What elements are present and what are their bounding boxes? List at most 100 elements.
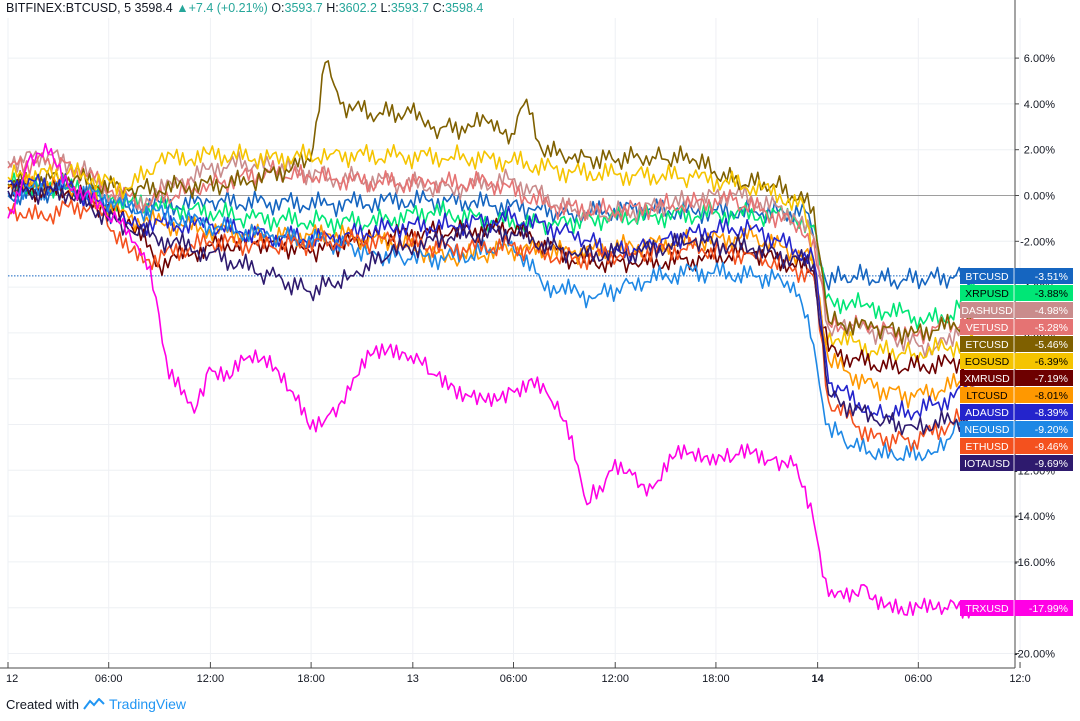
series-value-box (1014, 285, 1073, 301)
series-label-ethusd[interactable]: ETHUSD -9.46% (960, 438, 1073, 454)
series-name-box (960, 438, 1014, 454)
series-value-box (1014, 455, 1073, 471)
series-name-text: DASHUSD (961, 305, 1013, 317)
series-value-box (1014, 353, 1073, 369)
high-value: 3602.2 (338, 1, 377, 15)
series-name-box (960, 421, 1014, 437)
series-name-text: ADAUSD (965, 407, 1009, 419)
y-tick-label-3: 0.00% (1024, 191, 1055, 203)
series-label-vetusd[interactable]: VETUSD -5.28% (960, 319, 1073, 335)
series-label-dashusd[interactable]: DASHUSD -4.98% (960, 302, 1073, 318)
x-tick-label-1: 06:00 (95, 673, 123, 685)
series-line-etcusd (7, 60, 976, 345)
series-value-box (1014, 387, 1073, 403)
series-value-box (1014, 319, 1073, 335)
series-value-box (1014, 336, 1073, 352)
series-line-neousd (7, 173, 976, 462)
x-tick-label-0: 12 (6, 673, 18, 685)
series-value-text: -9.69% (1035, 458, 1068, 470)
low-label: L: (380, 1, 391, 15)
series-line-iotausd (7, 178, 976, 436)
series-label-eosusd[interactable]: EOSUSD -6.39% (960, 353, 1073, 369)
open-value: 3593.7 (284, 1, 323, 15)
created-with-text: Created with (6, 696, 79, 712)
low-value: 3593.7 (390, 1, 430, 15)
series-label-btcusd[interactable]: BTCUSD -3.51% (960, 268, 1073, 284)
series-value-text: -8.39% (1035, 407, 1068, 419)
x-tick-label-8: 14 (812, 673, 825, 685)
series-label-xrpusd[interactable]: XRPUSD -3.88% (960, 285, 1073, 301)
y-tick-label-13: -20.00% (1014, 649, 1055, 661)
close-value: 3598.4 (445, 1, 484, 15)
series-name-text: ETCUSD (965, 339, 1009, 351)
series-name-text: XRPUSD (965, 288, 1009, 300)
series-label-xmrusd[interactable]: XMRUSD -7.19% (960, 370, 1073, 386)
series-name-box (960, 387, 1014, 403)
x-tick-label-5: 06:00 (500, 673, 528, 685)
footer: Created with TradingView (6, 696, 186, 712)
vertical-grid (7, 18, 1021, 660)
y-tick-label-11: -16.00% (1014, 557, 1055, 569)
series-name-text: BTCUSD (965, 271, 1009, 283)
horizontal-grid (8, 57, 1015, 654)
series-value-box (1014, 421, 1073, 437)
series-value-box (1014, 370, 1073, 386)
series-name-text: VETUSD (966, 322, 1009, 334)
tradingview-link[interactable]: TradingView (108, 696, 187, 712)
series-label-neousd[interactable]: NEOUSD -9.20% (960, 421, 1073, 437)
symbol-label[interactable]: BITFINEX:BTCUSD, 5 (6, 1, 132, 15)
tradingview-logo-icon (83, 698, 105, 710)
series-labels: BTCUSD -3.51% XRPUSD -3.88% DASHUSD -4.98% VET… (960, 268, 1073, 616)
y-tick-label-10: -14.00% (1014, 511, 1055, 523)
y-tick-label-4: -2.00% (1020, 236, 1055, 248)
series-name-box (960, 319, 1014, 335)
series-value-box (1014, 438, 1073, 454)
series-name-box (960, 600, 1014, 616)
series-name-text: LTCUSD (966, 390, 1008, 402)
series-line-ethusd (7, 198, 976, 452)
x-tick-label-4: 13 (407, 673, 419, 685)
series-value-text: -9.20% (1035, 424, 1068, 436)
series-name-box (960, 268, 1014, 284)
close-label: C: (432, 1, 446, 15)
series-value-text: -8.01% (1035, 390, 1068, 402)
series-name-box (960, 370, 1014, 386)
series-name-box (960, 302, 1014, 318)
x-axis[interactable]: 12 06:00 12:00 18:00 13 06:00 12:00 18:00 14 06:0… (0, 662, 1031, 685)
series-line-adausd (7, 173, 975, 421)
price-change: +7.4 (+0.21%) (188, 1, 268, 15)
price-chart[interactable]: 6.00%4.00%2.00%0.00%-2.00%-4.00%-6.00%-8… (0, 0, 1080, 692)
x-tick-label-2: 12:00 (197, 673, 225, 685)
series-line-dashusd (7, 149, 976, 358)
series-value-text: -17.99% (1029, 603, 1068, 615)
series-name-text: XMRUSD (964, 373, 1010, 385)
series-label-etcusd[interactable]: ETCUSD -5.46% (960, 336, 1073, 352)
x-tick-label-9: 06:00 (905, 673, 933, 685)
series-name-text: EOSUSD (965, 356, 1010, 368)
series-value-text: -9.46% (1035, 441, 1068, 453)
series-value-text: -3.88% (1035, 288, 1068, 300)
x-tick-label-6: 12:00 (601, 673, 629, 685)
series-value-text: -3.51% (1035, 271, 1068, 283)
series-label-iotausd[interactable]: IOTAUSD -9.69% (960, 455, 1073, 471)
x-tick-label-7: 18:00 (702, 673, 730, 685)
y-tick-label-2: 2.00% (1024, 145, 1055, 157)
series-value-text: -4.98% (1035, 305, 1068, 317)
series-label-adausd[interactable]: ADAUSD -8.39% (960, 404, 1073, 420)
series-name-text: ETHUSD (965, 441, 1009, 453)
series-label-ltcusd[interactable]: LTCUSD -8.01% (960, 387, 1073, 403)
series-name-box (960, 455, 1014, 471)
high-label: H: (326, 1, 339, 15)
series-label-trxusd[interactable]: TRXUSD -17.99% (960, 600, 1073, 616)
series-name-text: NEOUSD (965, 424, 1010, 436)
series-value-box (1014, 404, 1073, 420)
series-value-text: -6.39% (1035, 356, 1068, 368)
series-value-box (1014, 600, 1073, 616)
series-line-trxusd (7, 142, 975, 619)
change-arrow-icon: ▲ (176, 1, 189, 15)
series-value-box (1014, 302, 1073, 318)
last-price: 3598.4 (134, 1, 173, 15)
series-name-box (960, 285, 1014, 301)
series-name-box (960, 404, 1014, 420)
y-tick-label-1: 4.00% (1024, 99, 1055, 111)
